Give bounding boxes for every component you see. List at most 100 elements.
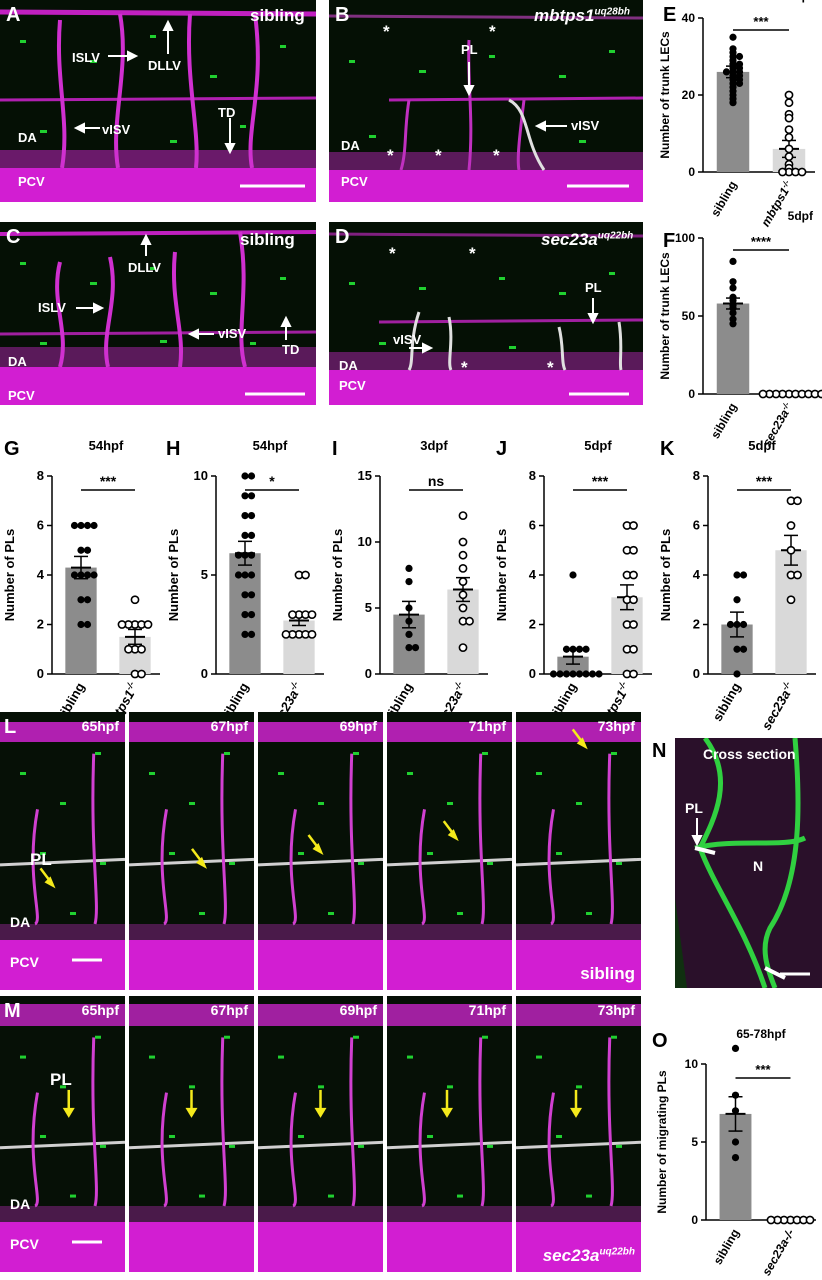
data-point [90,521,98,530]
nucleus [536,1055,542,1059]
pl-label: PL [50,1070,72,1089]
data-point [575,670,584,678]
nucleus [487,1144,493,1148]
category-label: sec23a-/- [758,680,798,733]
nucleus [298,852,304,855]
yellow-arrow [307,834,324,855]
panel-letter-h: H [166,438,181,460]
data-point [729,49,737,57]
da-vessel [258,924,383,940]
category-label-sup: -/- [615,680,628,692]
frame-image [0,996,125,1272]
da-vessel [516,924,641,940]
data-point [234,551,243,559]
pcv-vessel [0,940,125,990]
data-point [247,591,256,599]
dllv-vessel [129,1004,254,1026]
da-vessel [387,1206,512,1222]
timepoint-label: 73hpf [597,718,635,734]
data-point [562,645,571,653]
genotype-sup: uq22bh [599,1246,635,1258]
category-label-sup: -/- [779,178,791,189]
data-point [90,571,98,579]
bar [447,589,479,674]
nucleus [447,802,453,805]
data-point [735,60,744,68]
dllv-vessel [258,722,383,742]
nucleus [199,912,205,915]
category-label: sibling [708,179,739,219]
data-point [241,591,249,599]
y-tick-label: 0 [37,666,44,681]
data-point [405,604,413,612]
data-point [83,620,92,629]
panel-letter-i: I [332,438,338,460]
significance-label: *** [100,473,117,489]
data-point [137,669,146,679]
y-axis-label: Number of PLs [330,529,345,621]
bar [557,656,589,674]
y-tick-label: 4 [37,567,45,582]
pcv-vessel [129,940,254,990]
nucleus [229,862,235,865]
isv-vessel [418,753,485,926]
y-axis-label: Number of PLs [2,529,17,621]
chart-h: 0 5 10 Number of PLs 54hpf sibling sec23a-/- * [164,432,328,732]
data-point [247,492,256,500]
data-point [247,611,256,619]
nucleus-label: N [753,858,764,874]
nucleus [149,772,155,775]
nucleus [457,1194,463,1198]
dllv-label: DLLV [128,260,161,275]
pl-label: PL [461,42,478,57]
data-point [793,570,802,580]
category-label: sibling [710,680,744,724]
data-point [458,577,468,586]
nucleus [40,852,46,855]
data-point [247,472,256,480]
pl-vessel [516,1140,641,1150]
data-point [130,595,140,605]
pl-vessel [258,1140,383,1150]
data-point [247,531,256,539]
timelapse-frame: 67hpf [129,712,254,990]
nucleus [358,862,364,865]
nucleus [149,1055,155,1059]
data-point [731,1107,740,1115]
frame-image [129,996,254,1272]
yellow-arrow [62,1089,75,1118]
genotype-label: sibling [580,964,635,983]
data-point [288,610,297,619]
isv-vessel [289,753,356,926]
td-label: TD [218,105,236,120]
chart-i: 0 5 10 15 Number of PLs 3dpf sibling sec23a-/- n… [328,432,492,732]
frame-image [387,996,512,1272]
data-point [77,620,85,629]
data-point [786,521,796,530]
nucleus [95,752,101,755]
timepoint-label: 67hpf [210,718,248,734]
nucleus [189,1085,195,1089]
y-tick-label: 0 [693,666,700,681]
data-point [458,590,468,600]
timepoint-label: 71hpf [468,1002,506,1018]
timelapse-frame: 65hpf L PL DA PCV [0,712,125,990]
isv-vessel [418,1037,485,1208]
nucleus [100,1144,106,1148]
data-point [729,309,737,317]
nucleus [60,1085,66,1089]
asterisk-marker: * [469,244,476,263]
data-point [241,630,249,638]
y-tick-label: 50 [682,309,696,323]
pcv-vessel [258,940,383,990]
data-point [726,620,735,629]
nucleus [576,1085,582,1089]
data-point [629,521,638,530]
y-tick-label: 6 [529,518,536,533]
nucleus [482,1035,488,1039]
pcv-label: PCV [341,174,368,189]
significance-label: ns [428,473,445,489]
nucleus [318,1085,324,1089]
